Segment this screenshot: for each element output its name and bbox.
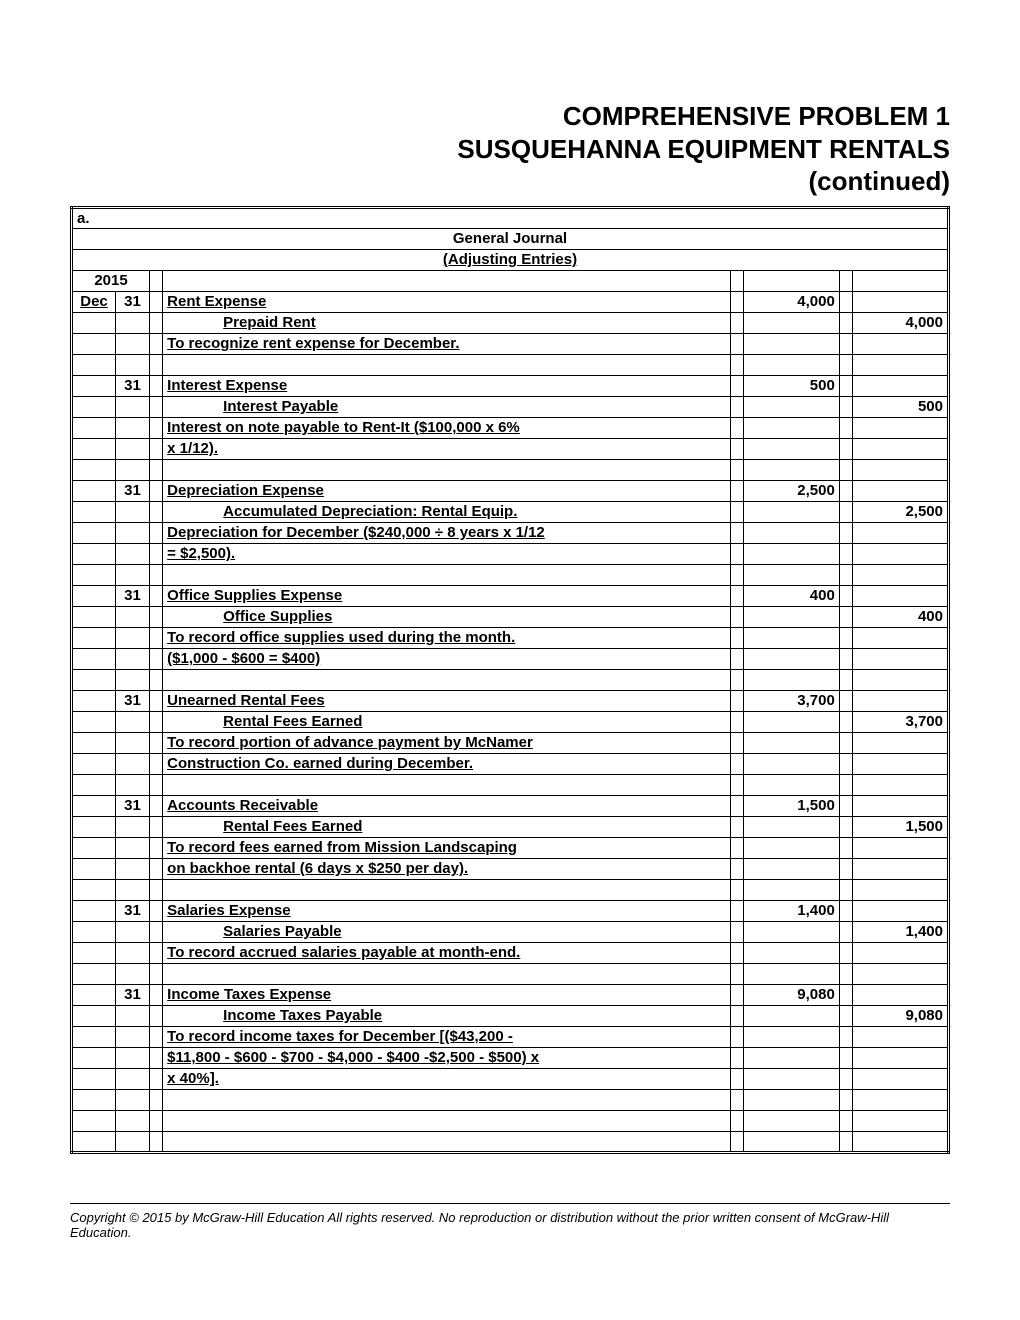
month-cell: Dec <box>72 291 116 312</box>
month-cell <box>72 984 116 1005</box>
credit-amount: 1,500 <box>853 816 949 837</box>
year-cell: 2015 <box>72 270 150 291</box>
day-cell: 31 <box>116 291 150 312</box>
debit-amount: 2,500 <box>743 480 839 501</box>
explanation-line: To record fees earned from Mission Lands… <box>163 837 730 858</box>
title-line-3: (continued) <box>70 165 950 198</box>
debit-amount: 1,400 <box>743 900 839 921</box>
day-cell: 31 <box>116 480 150 501</box>
day-cell: 31 <box>116 585 150 606</box>
debit-amount: 3,700 <box>743 690 839 711</box>
explanation-line: To record accrued salaries payable at mo… <box>163 942 730 963</box>
credit-account: Rental Fees Earned <box>163 816 730 837</box>
credit-amount: 1,400 <box>853 921 949 942</box>
credit-amount: 400 <box>853 606 949 627</box>
section-label: a. <box>72 207 949 228</box>
day-cell: 31 <box>116 984 150 1005</box>
credit-account: Interest Payable <box>163 396 730 417</box>
day-cell: 31 <box>116 900 150 921</box>
month-cell <box>72 375 116 396</box>
day-cell: 31 <box>116 375 150 396</box>
debit-amount: 400 <box>743 585 839 606</box>
explanation-line: Construction Co. earned during December. <box>163 753 730 774</box>
credit-amount: 500 <box>853 396 949 417</box>
general-journal-table: a.General Journal(Adjusting Entries)2015… <box>70 206 950 1154</box>
debit-account: Accounts Receivable <box>163 795 730 816</box>
day-cell: 31 <box>116 690 150 711</box>
month-cell <box>72 585 116 606</box>
debit-account: Depreciation Expense <box>163 480 730 501</box>
credit-account: Prepaid Rent <box>163 312 730 333</box>
debit-account: Unearned Rental Fees <box>163 690 730 711</box>
explanation-line: To record office supplies used during th… <box>163 627 730 648</box>
copyright-footer: Copyright © 2015 by McGraw-Hill Educatio… <box>70 1203 950 1240</box>
debit-account: Rent Expense <box>163 291 730 312</box>
debit-account: Interest Expense <box>163 375 730 396</box>
debit-amount: 9,080 <box>743 984 839 1005</box>
explanation-line: Depreciation for December ($240,000 ÷ 8 … <box>163 522 730 543</box>
explanation-line: ($1,000 - $600 = $400) <box>163 648 730 669</box>
journal-title: General Journal <box>72 228 949 249</box>
month-cell <box>72 480 116 501</box>
explanation-line: To record portion of advance payment by … <box>163 732 730 753</box>
explanation-line: $11,800 - $600 - $700 - $4,000 - $400 -$… <box>163 1047 730 1068</box>
debit-amount: 4,000 <box>743 291 839 312</box>
debit-amount: 1,500 <box>743 795 839 816</box>
day-cell: 31 <box>116 795 150 816</box>
credit-account: Income Taxes Payable <box>163 1005 730 1026</box>
credit-amount: 4,000 <box>853 312 949 333</box>
credit-amount: 9,080 <box>853 1005 949 1026</box>
debit-account: Income Taxes Expense <box>163 984 730 1005</box>
explanation-line: = $2,500). <box>163 543 730 564</box>
title-line-2: SUSQUEHANNA EQUIPMENT RENTALS <box>70 133 950 166</box>
explanation-line: on backhoe rental (6 days x $250 per day… <box>163 858 730 879</box>
credit-account: Accumulated Depreciation: Rental Equip. <box>163 501 730 522</box>
explanation-line: To recognize rent expense for December. <box>163 333 730 354</box>
title-line-1: COMPREHENSIVE PROBLEM 1 <box>70 100 950 133</box>
debit-account: Office Supplies Expense <box>163 585 730 606</box>
credit-account: Rental Fees Earned <box>163 711 730 732</box>
page-title-block: COMPREHENSIVE PROBLEM 1 SUSQUEHANNA EQUI… <box>70 100 950 198</box>
credit-amount: 2,500 <box>853 501 949 522</box>
month-cell <box>72 690 116 711</box>
explanation-line: x 40%]. <box>163 1068 730 1089</box>
debit-amount: 500 <box>743 375 839 396</box>
credit-amount: 3,700 <box>853 711 949 732</box>
month-cell <box>72 795 116 816</box>
explanation-line: x 1/12). <box>163 438 730 459</box>
explanation-line: Interest on note payable to Rent-It ($10… <box>163 417 730 438</box>
debit-account: Salaries Expense <box>163 900 730 921</box>
explanation-line: To record income taxes for December [($4… <box>163 1026 730 1047</box>
credit-account: Office Supplies <box>163 606 730 627</box>
month-cell <box>72 900 116 921</box>
credit-account: Salaries Payable <box>163 921 730 942</box>
journal-subtitle: (Adjusting Entries) <box>72 249 949 270</box>
